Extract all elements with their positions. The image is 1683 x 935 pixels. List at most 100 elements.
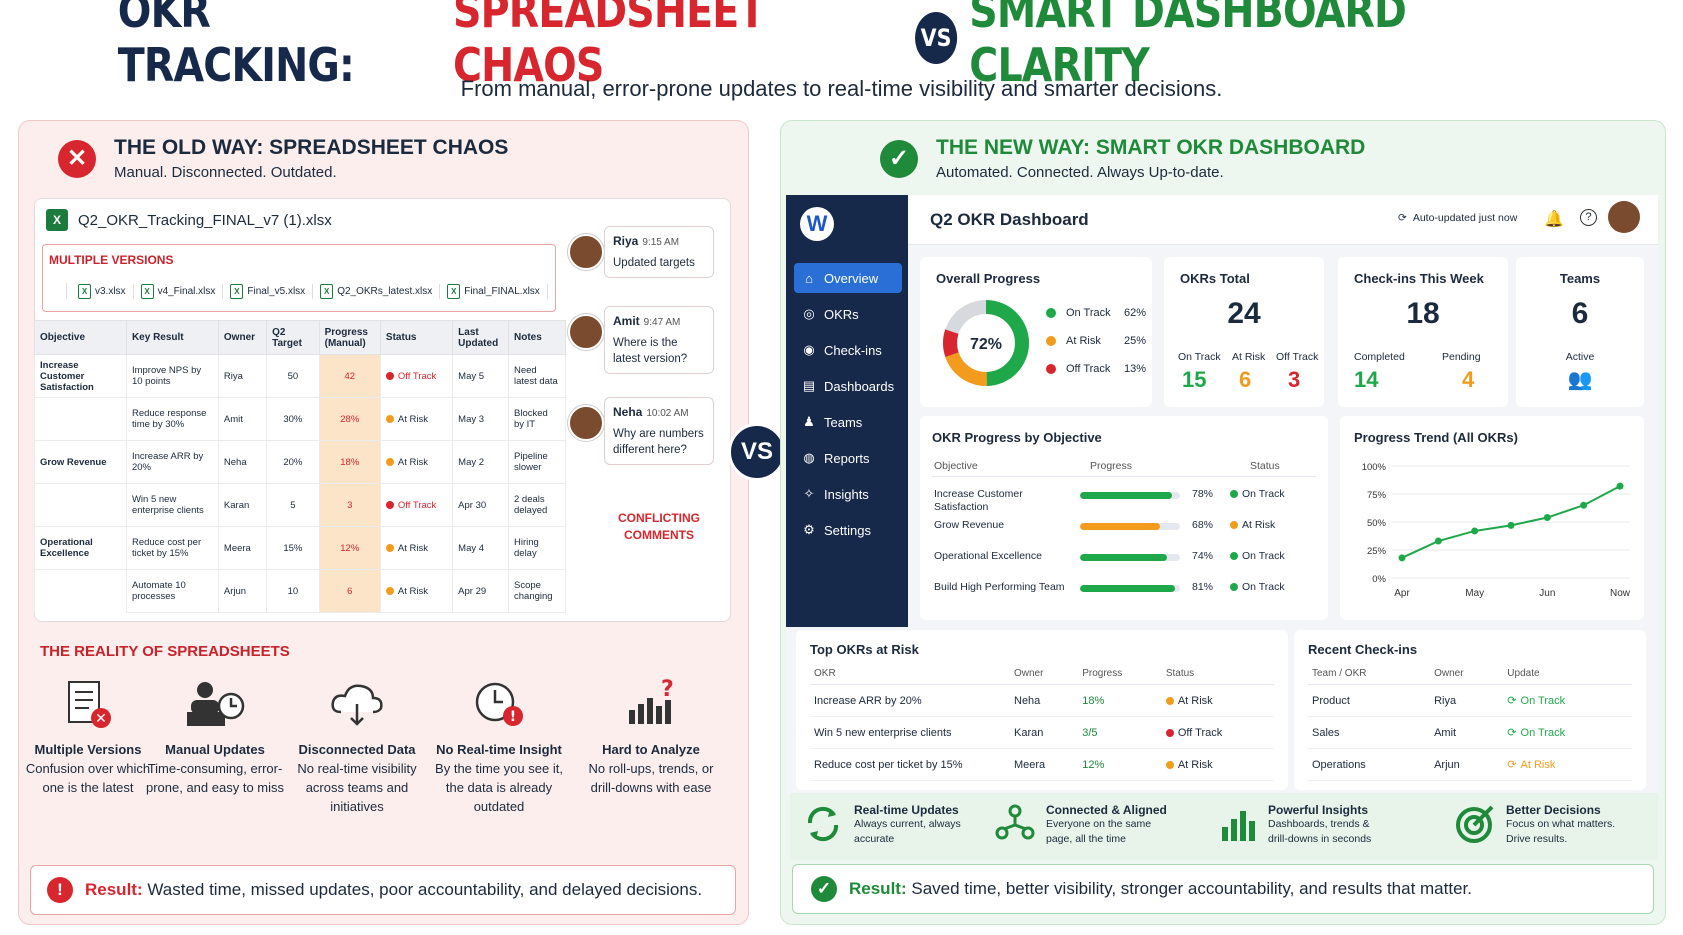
target-cell[interactable]: 5 [266, 483, 320, 527]
table-row[interactable]: Operations Arjun ⟳ At Risk [1308, 748, 1632, 781]
status-cell[interactable]: At Risk [379, 569, 454, 613]
status-cell[interactable]: At Risk [379, 526, 454, 570]
updated-cell[interactable]: May 2 [452, 440, 509, 484]
notes-cell[interactable]: Hiring delay [508, 526, 566, 570]
column-header[interactable]: Status [1161, 663, 1274, 685]
column-header[interactable]: Q2 Target [266, 320, 320, 355]
key-result-cell[interactable]: Automate 10 processes [125, 569, 219, 613]
target-cell[interactable]: 30% [266, 397, 320, 441]
version-file[interactable]: X Final_FINAL.xlsx [440, 283, 548, 299]
updated-cell[interactable]: May 3 [452, 397, 509, 441]
target-cell[interactable]: 15% [266, 526, 320, 570]
objective-name[interactable]: Grow Revenue [934, 519, 1005, 531]
column-header[interactable]: Progress [1078, 663, 1162, 685]
progress-cell[interactable]: 12% [318, 526, 381, 570]
updated-cell[interactable]: May 4 [452, 526, 509, 570]
bell-icon[interactable]: 🔔 [1544, 211, 1564, 228]
progress-cell[interactable]: 28% [318, 397, 381, 441]
objective-cell[interactable]: Operational Excellence [34, 526, 127, 570]
version-file[interactable]: X Final_v5.xlsx [223, 283, 314, 299]
column-header[interactable]: Owner [1430, 663, 1504, 685]
key-result-cell[interactable]: Reduce cost per ticket by 15% [125, 526, 219, 570]
progress-cell[interactable]: 3 [318, 483, 381, 527]
updated-cell[interactable]: May 5 [452, 354, 509, 398]
status-dot [385, 500, 394, 509]
table-row[interactable]: Sales Amit ⟳ On Track [1308, 716, 1632, 749]
key-result-cell[interactable]: Reduce response time by 30% [125, 397, 219, 441]
help-icon[interactable]: ? [1580, 209, 1597, 226]
comment-bubble[interactable]: Neha 10:02 AM Why are numbers different he… [604, 397, 714, 465]
notes-cell[interactable]: 2 deals delayed [508, 483, 566, 527]
progress-cell[interactable]: 18% [318, 440, 381, 484]
column-header[interactable]: Progress (Manual) [318, 320, 381, 355]
objective-cell[interactable] [34, 569, 127, 613]
target-cell[interactable]: 20% [266, 440, 320, 484]
nav-item-teams[interactable]: ♟ Teams [794, 407, 902, 437]
status-cell[interactable]: Off Track [379, 483, 454, 527]
updated-cell[interactable]: Apr 30 [452, 483, 509, 527]
nav-item-settings[interactable]: ⚙ Settings [794, 515, 902, 545]
notes-cell[interactable]: Blocked by IT [508, 397, 566, 441]
refresh-icon[interactable]: ⟳ [1398, 212, 1407, 224]
objective-cell[interactable]: Grow Revenue [34, 440, 127, 484]
trend-chart: 100% 75% 50% 25% 0% Apr May Jun Now [1362, 462, 1631, 599]
comment-bubble[interactable]: Amit 9:47 AM Where is the latest version? [604, 306, 714, 374]
target-cell[interactable]: 10 [266, 569, 320, 613]
owner-cell[interactable]: Karan [217, 483, 268, 527]
owner-cell[interactable]: Amit [217, 397, 268, 441]
column-header[interactable]: Team / OKR [1308, 663, 1431, 685]
objective-cell[interactable] [34, 397, 127, 441]
updated-cell[interactable]: Apr 29 [452, 569, 509, 613]
owner-cell[interactable]: Neha [217, 440, 268, 484]
nav-item-reports[interactable]: ◍ Reports [794, 443, 902, 473]
notes-cell[interactable]: Scope changing [508, 569, 566, 613]
column-header[interactable]: OKR [810, 663, 1010, 685]
excel-file-icon: X [447, 283, 461, 299]
nav-item-okrs[interactable]: ◎ OKRs [794, 299, 902, 329]
notes-cell[interactable]: Pipeline slower [508, 440, 566, 484]
column-header[interactable]: Update [1503, 663, 1632, 685]
objective-name[interactable]: Operational Excellence [934, 550, 1042, 562]
column-header[interactable]: Key Result [125, 320, 219, 355]
comment-bubble[interactable]: Riya 9:15 AM Updated targets [604, 226, 714, 278]
key-result-cell[interactable]: Improve NPS by 10 points [125, 354, 219, 398]
trend-point [1434, 537, 1442, 545]
key-result-cell[interactable]: Increase ARR by 20% [125, 440, 219, 484]
file-name[interactable]: Q2_OKR_Tracking_FINAL_v7 (1).xlsx [78, 211, 332, 229]
objective-cell[interactable]: Increase Customer Satisfaction [34, 354, 127, 398]
objective-cell[interactable] [34, 483, 127, 527]
user-avatar[interactable] [1608, 201, 1640, 233]
target-cell[interactable]: 50 [266, 354, 320, 398]
progress-cell[interactable]: 6 [318, 569, 381, 613]
notes-cell[interactable]: Need latest data [508, 354, 566, 398]
nav-item-insights[interactable]: ✧ Insights [794, 479, 902, 509]
status-cell[interactable]: Off Track [379, 354, 454, 398]
table-row[interactable]: Product Riya ⟳ On Track [1308, 684, 1632, 717]
owner-cell[interactable]: Riya [217, 354, 268, 398]
owner-cell[interactable]: Meera [217, 526, 268, 570]
column-header[interactable]: Owner [217, 320, 268, 355]
column-header[interactable]: Last Updated [452, 320, 509, 355]
owner-cell[interactable]: Arjun [217, 569, 268, 613]
column-header[interactable]: Status [379, 320, 454, 355]
table-row[interactable]: Increase ARR by 20% Neha 18% At Risk [810, 684, 1274, 717]
objective-name[interactable]: Increase Customer Satisfaction [934, 488, 1023, 513]
status-cell[interactable]: At Risk [379, 440, 454, 484]
status-cell[interactable]: At Risk [379, 397, 454, 441]
key-result-cell[interactable]: Win 5 new enterprise clients [125, 483, 219, 527]
nav-item-dashboards[interactable]: ▤ Dashboards [794, 371, 902, 401]
table-row[interactable]: Reduce cost per ticket by 15% Meera 12% At … [810, 748, 1274, 781]
column-header[interactable]: Owner [1010, 663, 1079, 685]
column-header[interactable]: Objective [34, 320, 127, 355]
progress-cell[interactable]: 42 [318, 354, 381, 398]
column-header[interactable]: Notes [508, 320, 566, 355]
objective-name[interactable]: Build High Performing Team [934, 581, 1065, 593]
nav-item-check-ins[interactable]: ◉ Check-ins [794, 335, 902, 365]
nav-item-overview[interactable]: ⌂ Overview [794, 263, 902, 293]
table-row[interactable]: Win 5 new enterprise clients Karan 3/5 Off … [810, 716, 1274, 749]
result-text: Wasted time, missed updates, poor accoun… [147, 880, 703, 899]
version-file[interactable]: X Q2_OKRs_latest.xlsx [313, 283, 441, 299]
app-logo[interactable]: W [800, 207, 834, 241]
